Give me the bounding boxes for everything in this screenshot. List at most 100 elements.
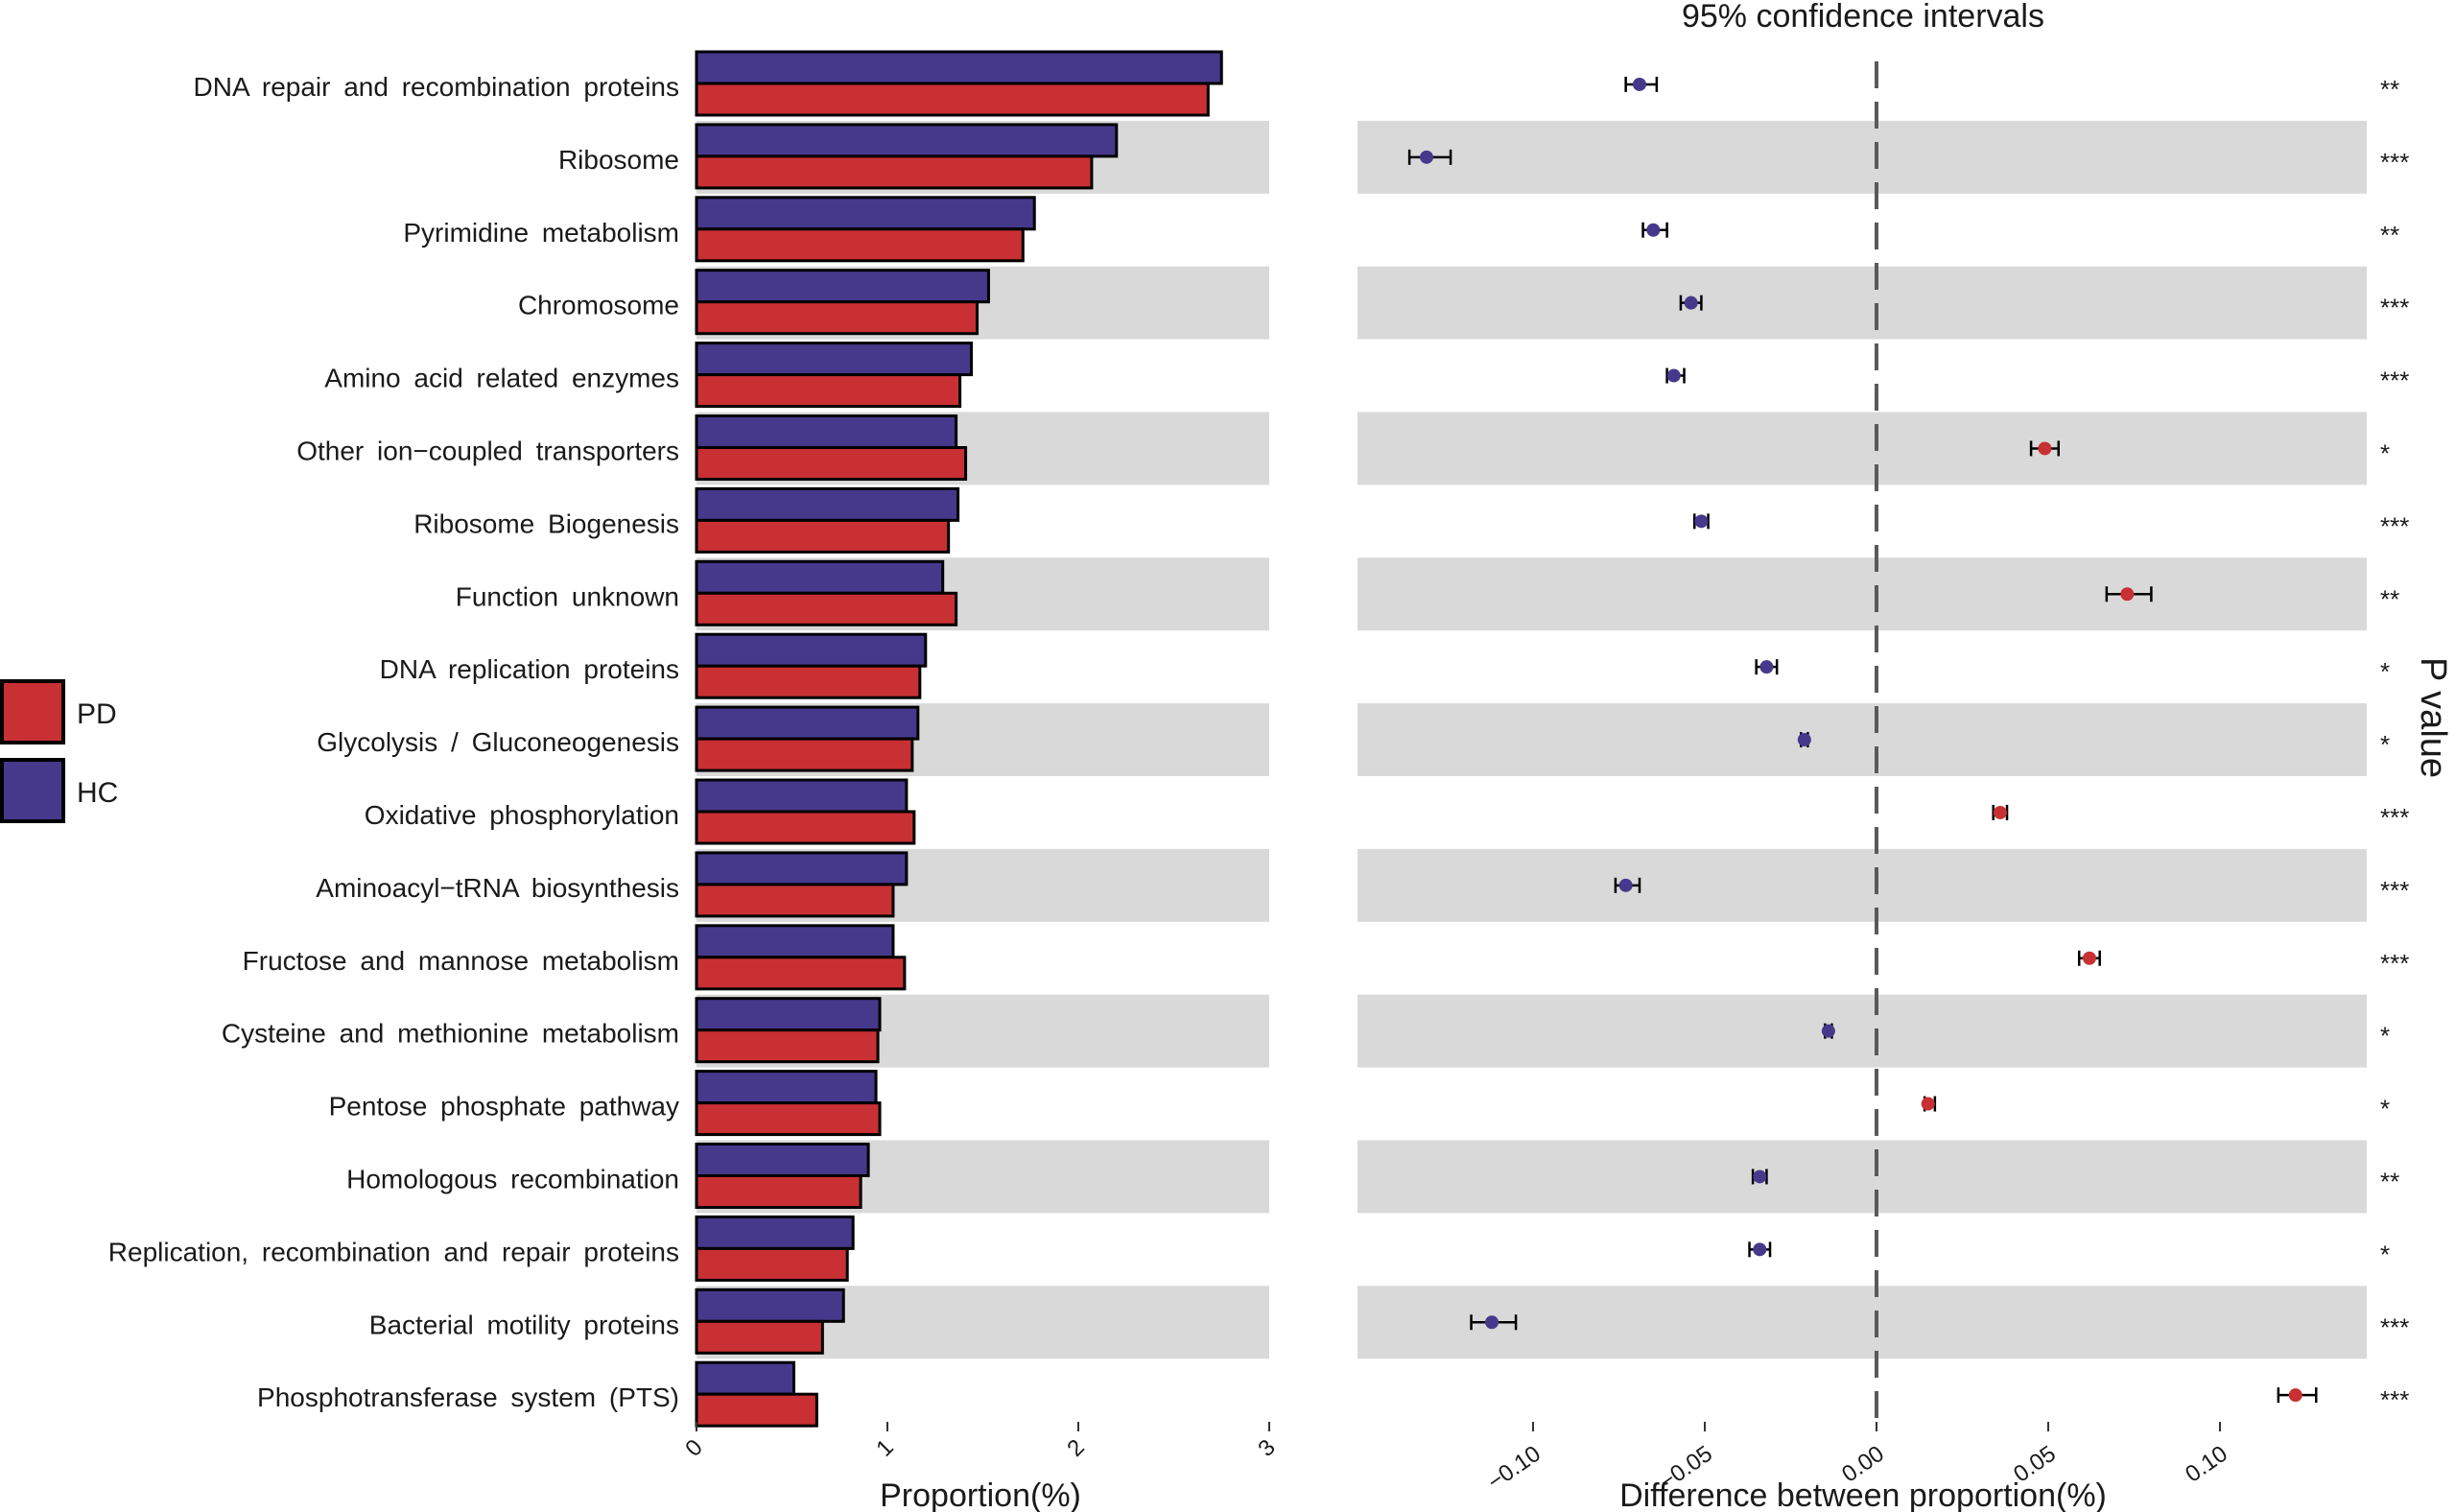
- significance-label: **: [2380, 1167, 2399, 1195]
- bar-hc: [695, 924, 895, 959]
- ci-estimate-point: [1797, 733, 1811, 747]
- ci-band-row: [1357, 1140, 2367, 1214]
- confidence-interval-points: [1407, 76, 2318, 1404]
- category-label: Ribosome: [558, 145, 679, 175]
- ci-estimate-point: [1821, 1024, 1835, 1038]
- category-label: Fructose and mannose metabolism: [243, 946, 679, 976]
- significance-label: ***: [2380, 949, 2409, 978]
- ci-band-row: [1357, 120, 2367, 194]
- ci-estimate-point: [1420, 150, 1434, 164]
- bar-series: [695, 50, 1223, 1428]
- ci-estimate-point: [1666, 368, 1681, 383]
- bar-pd: [695, 1392, 818, 1428]
- significance-label: *: [2380, 657, 2390, 686]
- category-label: Oxidative phosphorylation: [365, 800, 679, 830]
- category-label: Ribosome Biogenesis: [413, 508, 679, 538]
- bar-pd: [695, 82, 1210, 117]
- ci-band-row: [1357, 848, 2367, 922]
- significance-label: ***: [2380, 1385, 2409, 1414]
- proportion-x-axis: 0 1 2 3: [680, 1422, 1281, 1462]
- significance-label: ***: [2380, 148, 2409, 177]
- bar-hc: [695, 997, 882, 1032]
- category-label: Bacterial motility proteins: [369, 1310, 679, 1339]
- category-label: Chromosome: [518, 291, 679, 320]
- ci-panel-bands: [1357, 120, 2367, 1359]
- legend: PD HC: [0, 679, 118, 823]
- proportion-tick-label: 3: [1253, 1434, 1281, 1462]
- bar-hc: [695, 632, 928, 668]
- bar-hc: [695, 851, 909, 886]
- bar-pd: [695, 1028, 880, 1064]
- ci-band-row: [1357, 266, 2367, 340]
- proportion-tick-label: 0: [680, 1434, 708, 1462]
- bar-pd: [695, 737, 914, 772]
- significance-label: ***: [2380, 1312, 2409, 1341]
- significance-label: **: [2380, 75, 2399, 104]
- bar-pd: [695, 591, 958, 626]
- bar-hc: [695, 1360, 795, 1396]
- bar-pd: [695, 883, 895, 918]
- bar-hc: [695, 123, 1119, 158]
- ci-estimate-point: [1753, 1169, 1767, 1184]
- bar-hc: [695, 1215, 855, 1250]
- significance-label: *: [2380, 1095, 2390, 1123]
- difference-tick-label: −0.10: [1483, 1441, 1546, 1496]
- proportion-axis-label: Proportion(%): [880, 1477, 1081, 1512]
- ci-estimate-point: [2288, 1388, 2302, 1403]
- bar-pd: [695, 300, 980, 336]
- significance-label: ***: [2380, 803, 2409, 832]
- bar-pd: [695, 1319, 824, 1355]
- category-label: Pyrimidine metabolism: [403, 218, 679, 248]
- significance-label: **: [2380, 221, 2399, 249]
- category-label: DNA repair and recombination proteins: [194, 72, 679, 102]
- category-label: Amino acid related enzymes: [324, 364, 679, 393]
- category-label: Homologous recombination: [346, 1164, 679, 1193]
- significance-labels: ****************************************…: [2380, 75, 2409, 1414]
- p-value-label: P value: [2413, 657, 2453, 778]
- ci-band-row: [1357, 557, 2367, 631]
- bar-pd: [695, 664, 922, 699]
- bar-hc: [695, 50, 1223, 85]
- proportion-tick-label: 2: [1062, 1434, 1090, 1462]
- bar-pd: [695, 518, 951, 554]
- bar-pd: [695, 373, 962, 409]
- bar-pd: [695, 956, 907, 991]
- ci-band-row: [1357, 412, 2367, 485]
- significance-label: ***: [2380, 294, 2409, 322]
- ci-estimate-point: [1632, 77, 1646, 91]
- ci-estimate-point: [1618, 878, 1633, 892]
- bar-pd: [695, 227, 1025, 263]
- legend-label-pd: PD: [77, 698, 117, 730]
- significance-label: ***: [2380, 366, 2409, 395]
- ci-estimate-point: [1684, 295, 1698, 310]
- ci-band-row: [1357, 994, 2367, 1068]
- bar-hc: [695, 778, 909, 814]
- legend-label-hc: HC: [77, 777, 118, 809]
- bar-pd: [695, 446, 968, 481]
- category-label: DNA replication proteins: [380, 654, 679, 684]
- difference-axis-label: Difference between proportion(%): [1619, 1477, 2107, 1512]
- ci-estimate-point: [2082, 951, 2096, 965]
- bar-hc: [695, 342, 974, 377]
- ci-estimate-point: [1759, 660, 1774, 674]
- bar-pd: [695, 154, 1094, 190]
- significance-label: ***: [2380, 876, 2409, 905]
- proportion-tick-label: 1: [871, 1434, 899, 1462]
- ci-estimate-point: [1753, 1242, 1767, 1257]
- legend-swatch-pd: [0, 679, 65, 744]
- ci-estimate-point: [1694, 514, 1709, 529]
- legend-swatch-hc: [0, 758, 65, 823]
- ci-estimate-point: [2038, 441, 2052, 456]
- bar-pd: [695, 1174, 862, 1209]
- category-label: Cysteine and methionine metabolism: [222, 1019, 679, 1049]
- bar-hc: [695, 414, 958, 449]
- bar-pd: [695, 810, 916, 845]
- category-label: Replication, recombination and repair pr…: [108, 1237, 679, 1266]
- significance-label: *: [2380, 730, 2390, 759]
- category-label: Pentose phosphate pathway: [329, 1092, 679, 1122]
- significance-label: *: [2380, 1240, 2390, 1268]
- category-label: Phosphotransferase system (PTS): [257, 1382, 679, 1412]
- category-label: Aminoacyl−tRNA biosynthesis: [316, 873, 679, 903]
- category-label: Other ion−coupled transporters: [296, 436, 679, 465]
